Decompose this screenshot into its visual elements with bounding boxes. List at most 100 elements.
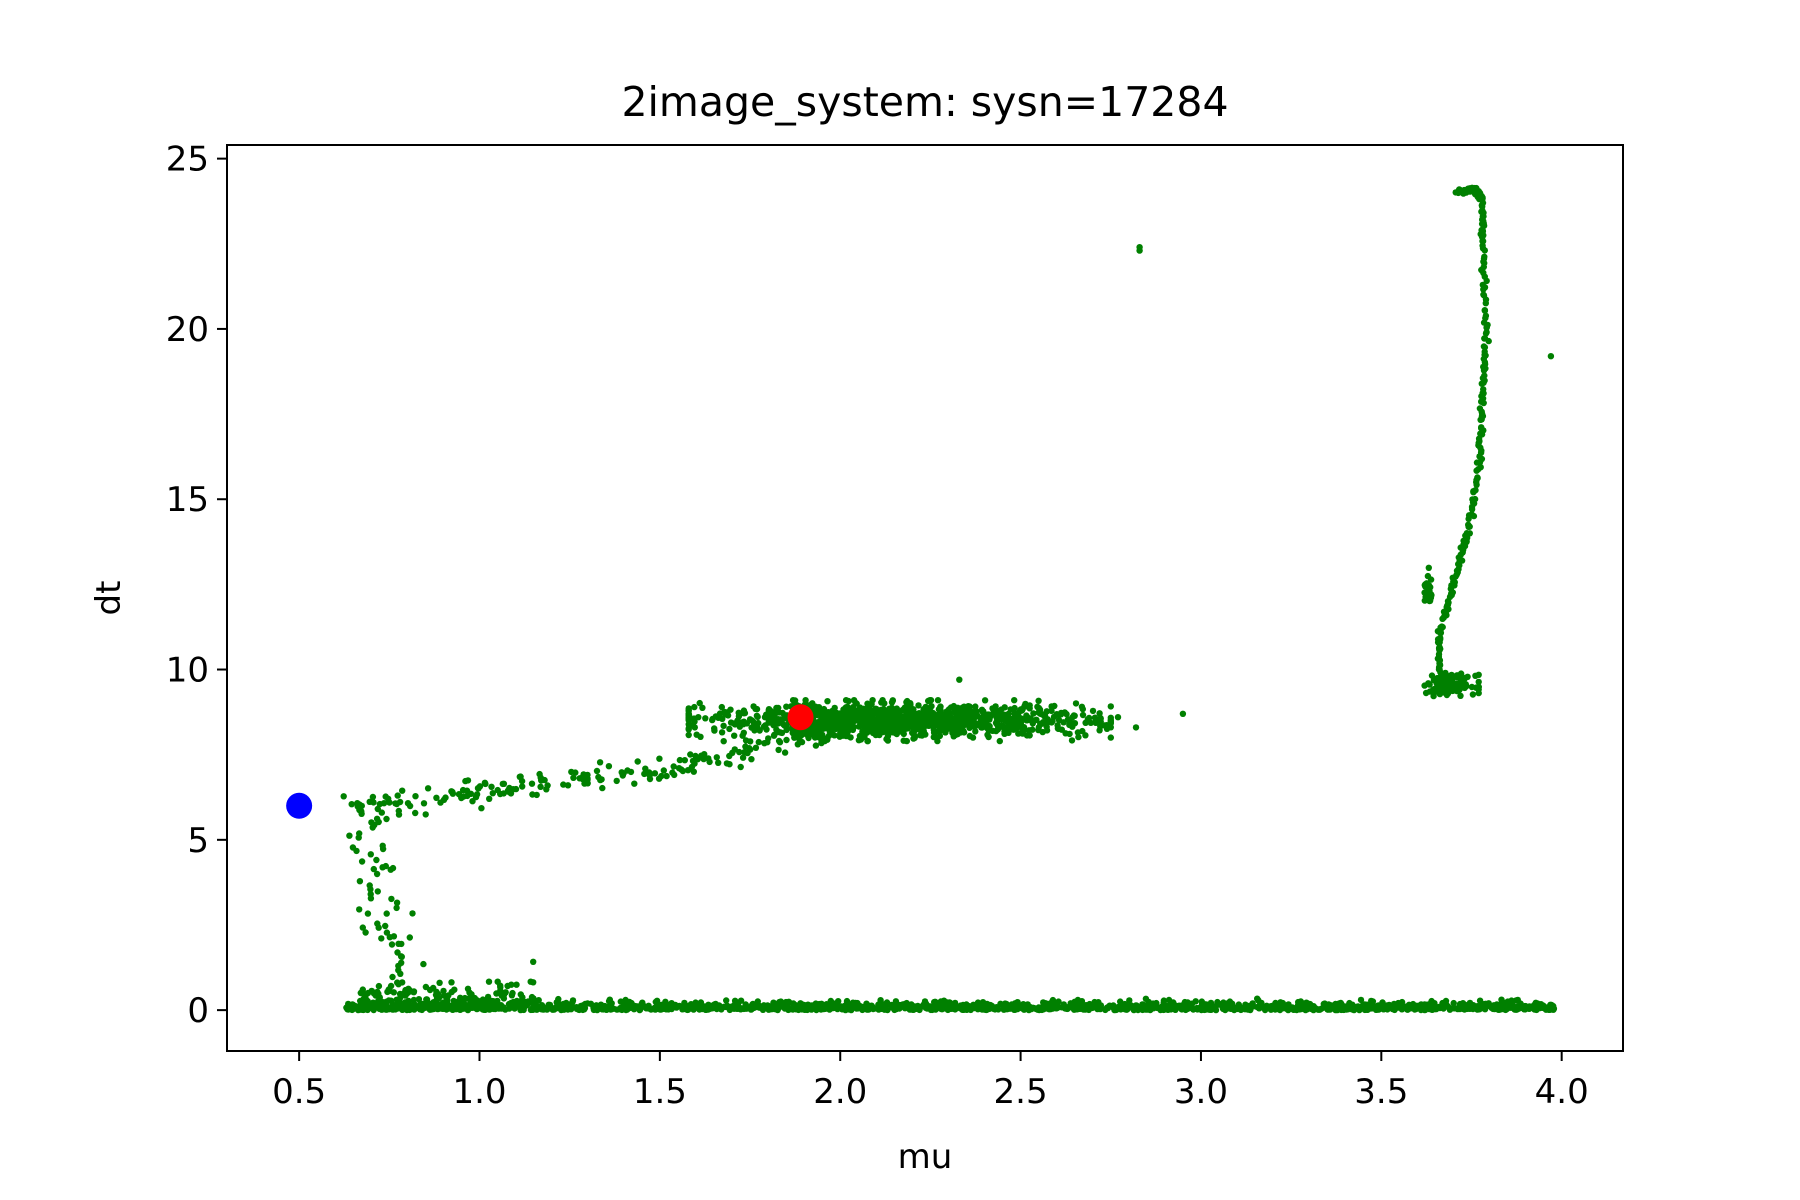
- data-point: [1440, 681, 1447, 688]
- data-point: [755, 738, 762, 746]
- data-point: [850, 697, 858, 704]
- data-point: [852, 999, 859, 1007]
- data-point: [1446, 1006, 1454, 1013]
- data-point: [866, 707, 873, 715]
- data-point: [358, 802, 365, 810]
- data-point: [1479, 281, 1487, 289]
- y-tick-label: 5: [187, 821, 209, 861]
- data-point: [1205, 1006, 1212, 1013]
- data-point: [735, 713, 743, 720]
- data-point: [596, 759, 604, 766]
- data-point: [595, 773, 602, 781]
- data-point: [387, 982, 395, 990]
- data-point: [1512, 997, 1520, 1004]
- data-point: [579, 1006, 586, 1014]
- data-point: [1154, 1004, 1161, 1012]
- data-point: [844, 1003, 851, 1011]
- data-point: [518, 1002, 525, 1010]
- data-point: [500, 780, 508, 787]
- data-point: [412, 793, 419, 800]
- data-point: [567, 1006, 575, 1013]
- data-point: [382, 1001, 390, 1009]
- data-point: [631, 780, 638, 787]
- data-point: [390, 1004, 397, 1012]
- data-point: [1160, 997, 1168, 1004]
- data-point: [359, 924, 366, 931]
- data-point: [978, 706, 986, 713]
- data-point: [382, 862, 389, 870]
- data-point: [1352, 1004, 1360, 1012]
- data-point: [579, 775, 586, 783]
- data-point: [1457, 680, 1465, 687]
- data-point: [737, 763, 744, 771]
- data-point: [881, 719, 888, 727]
- data-point: [733, 720, 740, 727]
- data-point: [356, 878, 364, 885]
- data-point: [1332, 1001, 1339, 1009]
- data-point: [1044, 1005, 1051, 1012]
- data-point: [782, 722, 790, 730]
- data-point: [684, 1006, 691, 1014]
- data-point: [356, 830, 363, 837]
- data-point: [641, 770, 648, 778]
- data-point: [1479, 395, 1487, 402]
- data-point: [815, 728, 823, 736]
- y-tick-label: 15: [166, 480, 209, 520]
- data-point: [1242, 1001, 1249, 1008]
- data-point: [1011, 697, 1018, 704]
- data-point: [1136, 247, 1143, 254]
- data-point: [1062, 1005, 1069, 1012]
- data-point: [756, 1004, 763, 1011]
- data-point: [1255, 997, 1262, 1004]
- data-point: [536, 770, 543, 778]
- data-point: [1422, 581, 1429, 588]
- data-point: [715, 759, 722, 766]
- data-point: [375, 924, 382, 931]
- data-point: [822, 713, 829, 720]
- data-point: [972, 722, 979, 729]
- data-point: [573, 1004, 580, 1011]
- data-point: [433, 988, 440, 995]
- data-point: [909, 723, 916, 731]
- data-point: [1472, 672, 1479, 679]
- data-point: [660, 767, 667, 774]
- data-point: [892, 718, 900, 726]
- data-point: [435, 1003, 442, 1010]
- data-point: [785, 998, 792, 1005]
- data-point: [402, 999, 409, 1006]
- data-point: [937, 1002, 944, 1009]
- data-point: [781, 749, 789, 756]
- data-point: [390, 933, 398, 940]
- data-point: [364, 989, 372, 997]
- data-point: [1438, 623, 1446, 630]
- data-point: [688, 763, 696, 771]
- data-point: [681, 999, 688, 1007]
- data-point: [584, 776, 591, 783]
- data-point: [1072, 700, 1080, 707]
- data-point: [741, 749, 748, 756]
- data-point: [998, 706, 1005, 713]
- data-point: [1481, 372, 1488, 379]
- data-point: [945, 722, 952, 730]
- data-point: [449, 790, 457, 797]
- data-point: [687, 751, 694, 758]
- data-point: [1531, 1006, 1538, 1013]
- y-tick-label: 25: [166, 140, 209, 180]
- data-point: [898, 723, 905, 730]
- data-point: [420, 800, 428, 807]
- data-point: [1036, 1006, 1043, 1013]
- data-point: [1386, 1002, 1394, 1009]
- data-point: [653, 997, 661, 1004]
- data-point: [369, 824, 376, 831]
- data-point: [992, 705, 999, 712]
- data-point: [1030, 710, 1037, 717]
- highlight-marker: [286, 792, 313, 819]
- data-point: [1468, 511, 1476, 518]
- data-point: [495, 1002, 503, 1010]
- data-point: [935, 706, 943, 713]
- data-point: [901, 712, 909, 720]
- data-point: [1118, 1003, 1126, 1011]
- data-point: [742, 737, 750, 744]
- data-point: [875, 710, 882, 717]
- data-point: [595, 1005, 603, 1012]
